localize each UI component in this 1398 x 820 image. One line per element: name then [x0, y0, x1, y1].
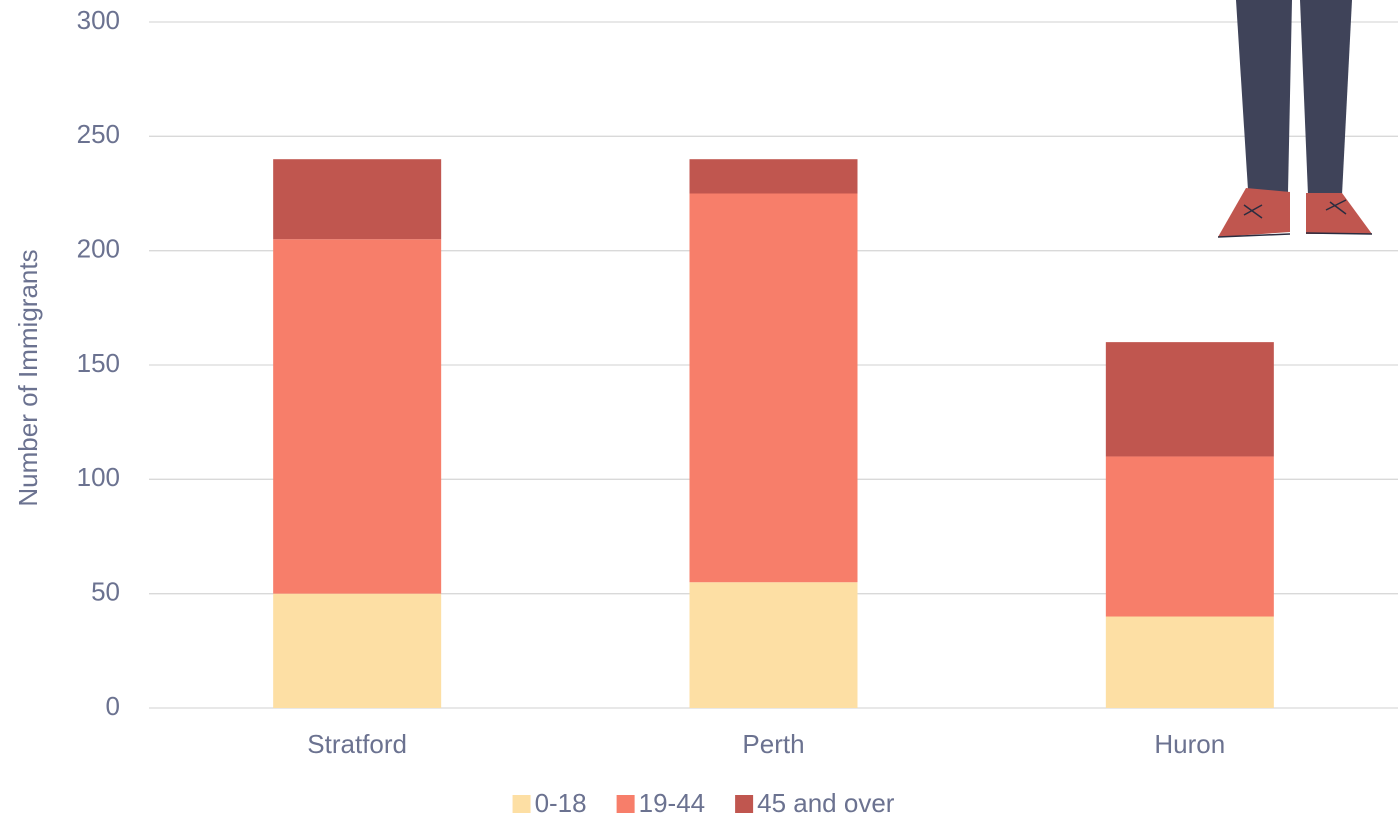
- legend: 0-18 19-44 45 and over: [512, 788, 895, 818]
- legend-label: 0-18: [535, 788, 587, 818]
- legend-swatch: [512, 795, 531, 813]
- y-tick-label: 50: [91, 577, 120, 607]
- legend-swatch: [616, 795, 635, 813]
- y-tick-label: 0: [106, 691, 120, 721]
- bar-segment: [1105, 616, 1274, 708]
- bar-segment: [689, 193, 858, 583]
- x-tick-label: Perth: [742, 729, 804, 759]
- y-tick-label: 100: [77, 462, 120, 492]
- x-tick-label: Huron: [1154, 729, 1225, 759]
- y-axis-label: Number of Immigrants: [13, 249, 43, 506]
- x-tick-label: Stratford: [307, 729, 407, 759]
- bar-segment: [273, 159, 442, 240]
- decoration: [1217, 0, 1373, 238]
- bar-segment: [1105, 342, 1274, 457]
- legend-label: 45 and over: [757, 788, 895, 818]
- y-tick-label: 150: [77, 348, 120, 378]
- y-tick-label: 250: [77, 119, 120, 149]
- bar-segment: [273, 593, 442, 708]
- bar-segment: [273, 239, 442, 594]
- y-tick-label: 200: [77, 234, 120, 264]
- y-tick-label: 300: [77, 5, 120, 35]
- legend-label: 19-44: [639, 788, 706, 818]
- bar-segment: [689, 159, 858, 194]
- legend-swatch: [735, 795, 754, 813]
- bar-segment: [1105, 456, 1274, 617]
- bar-segment: [689, 582, 858, 708]
